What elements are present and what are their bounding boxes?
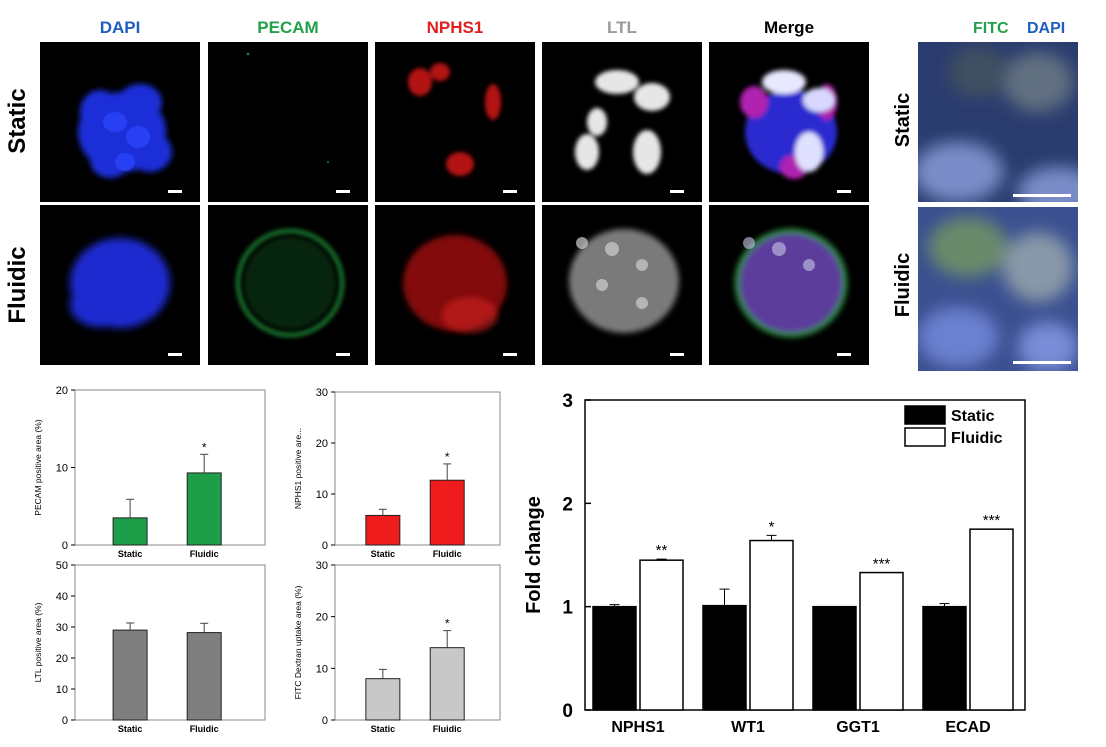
y-tick-label-2: 20 bbox=[56, 653, 68, 665]
bar-fluidic-wt1 bbox=[749, 539, 794, 711]
fitc-row-label-fluidic: Fluidic bbox=[892, 252, 914, 318]
bar-fluidic-nphs1 bbox=[639, 559, 684, 711]
x-tick-label-fluidic: Fluidic bbox=[190, 724, 219, 734]
micrograph-fluidic-dapi bbox=[40, 205, 200, 365]
y-tick-label-2: 20 bbox=[56, 385, 68, 397]
column-header-ltl: LTL bbox=[607, 18, 637, 37]
significance-ggt1: *** bbox=[873, 556, 891, 573]
bar-fluidic bbox=[429, 647, 465, 721]
bar-static-ecad bbox=[922, 605, 967, 711]
fitc-header-dapi: DAPI bbox=[1027, 20, 1066, 37]
significance-nphs1: ** bbox=[656, 542, 668, 559]
x-tick-label-static: Static bbox=[371, 549, 396, 559]
y-tick-label-0: 0 bbox=[62, 540, 68, 552]
y-axis-label: Fold change bbox=[525, 496, 545, 614]
row-label-static: Static bbox=[4, 88, 31, 154]
y-tick-label-3: 30 bbox=[316, 560, 328, 572]
bar-static-wt1 bbox=[702, 604, 747, 711]
bar-fluidic bbox=[429, 479, 465, 546]
legend-swatch-static bbox=[904, 405, 946, 425]
y-tick-label-2: 20 bbox=[316, 438, 328, 450]
y-tick-label-1: 10 bbox=[56, 463, 68, 475]
significance-fluidic: * bbox=[445, 450, 450, 464]
y-tick-label-3: 30 bbox=[316, 387, 328, 399]
y-tick-label-3: 3 bbox=[562, 391, 573, 412]
significance-wt1: * bbox=[769, 518, 775, 535]
y-axis-label: LTL positive area (%) bbox=[33, 602, 43, 682]
y-axis-label: PECAM positive area (%) bbox=[33, 419, 43, 516]
micrograph-fluidic-ltl bbox=[542, 205, 702, 365]
x-tick-label-fluidic: Fluidic bbox=[433, 724, 462, 734]
micrograph-static-pecam bbox=[208, 42, 368, 202]
micrograph-static-ltl bbox=[542, 42, 702, 202]
bar-fluidic-ecad bbox=[969, 528, 1014, 711]
bar-static-nphs1 bbox=[592, 605, 637, 711]
column-header-dapi: DAPI bbox=[99, 18, 141, 37]
micrograph-static-nphs1 bbox=[375, 42, 535, 202]
y-tick-label-1: 10 bbox=[56, 684, 68, 696]
significance-fluidic: * bbox=[202, 440, 207, 454]
plot-frame bbox=[74, 389, 266, 546]
micrograph-fitc-static bbox=[918, 42, 1078, 202]
fitc-row-label-static: Static bbox=[892, 92, 914, 148]
y-tick-label-1: 1 bbox=[562, 598, 573, 619]
y-axis-label: FITC Dextran uptake area (%) bbox=[293, 585, 303, 699]
row-label-fluidic: Fluidic bbox=[4, 246, 31, 324]
legend-swatch-fluidic bbox=[904, 427, 946, 447]
bar-static bbox=[112, 629, 148, 721]
plot-frame bbox=[334, 564, 501, 721]
bar-fluidic bbox=[186, 632, 222, 721]
bar-static bbox=[112, 517, 148, 546]
plot-frame bbox=[334, 391, 501, 546]
y-axis-label: NPHS1 positive are... bbox=[293, 428, 303, 509]
x-tick-label-ecad: ECAD bbox=[945, 719, 990, 736]
y-tick-label-3: 30 bbox=[56, 622, 68, 634]
chart-fitc: 0 10 20 30 FITC Dextran uptake area (%) Stati… bbox=[293, 560, 501, 734]
column-header-nphs1: NPHS1 bbox=[426, 18, 484, 37]
micrograph-static-dapi bbox=[40, 42, 200, 202]
legend-label-fluidic: Fluidic bbox=[951, 430, 1003, 447]
y-tick-label-4: 40 bbox=[56, 591, 68, 603]
legend-label-static: Static bbox=[951, 408, 995, 425]
significance-ecad: *** bbox=[983, 512, 1001, 529]
fitc-header-fitc: FITC bbox=[973, 20, 1009, 37]
chart-ltl: 0 10 20 30 40 50 LTL positive area (%) Static Fl… bbox=[33, 560, 266, 734]
bar-static-ggt1 bbox=[812, 605, 857, 711]
micrograph-fluidic-pecam bbox=[208, 205, 368, 365]
y-tick-label-2: 20 bbox=[316, 612, 328, 624]
plot-frame bbox=[584, 399, 1026, 711]
x-tick-label-static: Static bbox=[118, 549, 143, 559]
y-tick-label-0: 0 bbox=[562, 701, 573, 722]
x-tick-label-static: Static bbox=[118, 724, 143, 734]
chart-nphs1: 0 10 20 30 NPHS1 positive are... Static * Fluid… bbox=[293, 387, 501, 559]
y-tick-label-5: 50 bbox=[56, 560, 68, 572]
micrograph-fluidic-nphs1 bbox=[375, 205, 535, 365]
micrograph-fitc-fluidic bbox=[918, 207, 1078, 371]
y-tick-label-0: 0 bbox=[62, 715, 68, 727]
x-tick-label-static: Static bbox=[371, 724, 396, 734]
bar-fluidic bbox=[186, 472, 222, 546]
chart-fold-change: 0 1 2 3 Fold change ** NPHS1 * WT1 *** GGT1 *** ECAD… bbox=[525, 391, 1026, 736]
x-tick-label-fluidic: Fluidic bbox=[190, 549, 219, 559]
x-tick-label-ggt1: GGT1 bbox=[836, 719, 880, 736]
y-tick-label-1: 10 bbox=[316, 489, 328, 501]
x-tick-label-fluidic: Fluidic bbox=[433, 549, 462, 559]
bar-static bbox=[365, 678, 401, 721]
chart-pecam: 0 10 20 PECAM positive area (%) Static * Fluid… bbox=[33, 385, 266, 559]
y-tick-label-0: 0 bbox=[322, 540, 328, 552]
significance-fluidic: * bbox=[445, 617, 450, 631]
column-header-pecam: PECAM bbox=[257, 18, 319, 37]
column-header-merge: Merge bbox=[763, 18, 815, 37]
bar-static bbox=[365, 514, 401, 546]
bar-fluidic-ggt1 bbox=[859, 571, 904, 711]
micrograph-static-merge bbox=[709, 42, 869, 202]
micrograph-fluidic-merge bbox=[709, 205, 869, 365]
y-tick-label-1: 10 bbox=[316, 663, 328, 675]
y-tick-label-0: 0 bbox=[322, 715, 328, 727]
y-tick-label-2: 2 bbox=[562, 494, 573, 515]
x-tick-label-nphs1: NPHS1 bbox=[611, 719, 664, 736]
plot-frame bbox=[74, 564, 266, 721]
x-tick-label-wt1: WT1 bbox=[731, 719, 765, 736]
